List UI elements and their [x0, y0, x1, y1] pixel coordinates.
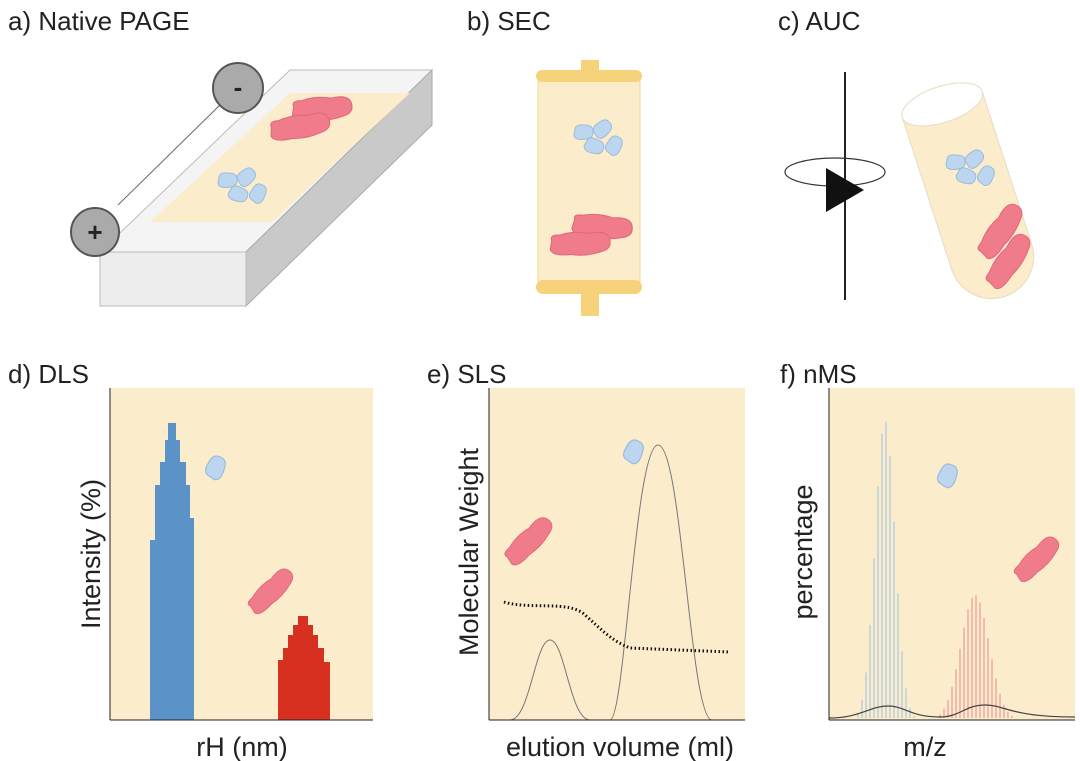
sls-plot	[489, 388, 745, 720]
panel-label: d) DLS	[8, 359, 89, 389]
x-axis-label: elution volume (ml)	[506, 732, 734, 761]
panel-label: c) AUC	[778, 6, 860, 36]
panel-label: f) nMS	[780, 359, 857, 389]
gel-slab	[100, 70, 432, 306]
electrode-sign: +	[87, 217, 102, 247]
panel-label: a) Native PAGE	[8, 6, 190, 36]
dls-plot	[110, 388, 373, 720]
panel-label: b) SEC	[467, 6, 551, 36]
y-axis-label: percentage	[788, 484, 818, 619]
x-axis-label: m/z	[903, 732, 947, 761]
auc-rotor	[785, 72, 1045, 309]
figure: a) Native PAGE - + b) SEC c) AUC	[0, 0, 1080, 761]
sec-column	[536, 60, 642, 316]
x-axis-label: rH (nm)	[196, 732, 287, 761]
electrode-sign: -	[234, 72, 243, 102]
nms-plot	[829, 388, 1075, 720]
y-axis-label: Molecular Weight	[454, 447, 484, 656]
y-axis-label: Intensity (%)	[76, 479, 106, 629]
panel-label: e) SLS	[427, 359, 507, 389]
